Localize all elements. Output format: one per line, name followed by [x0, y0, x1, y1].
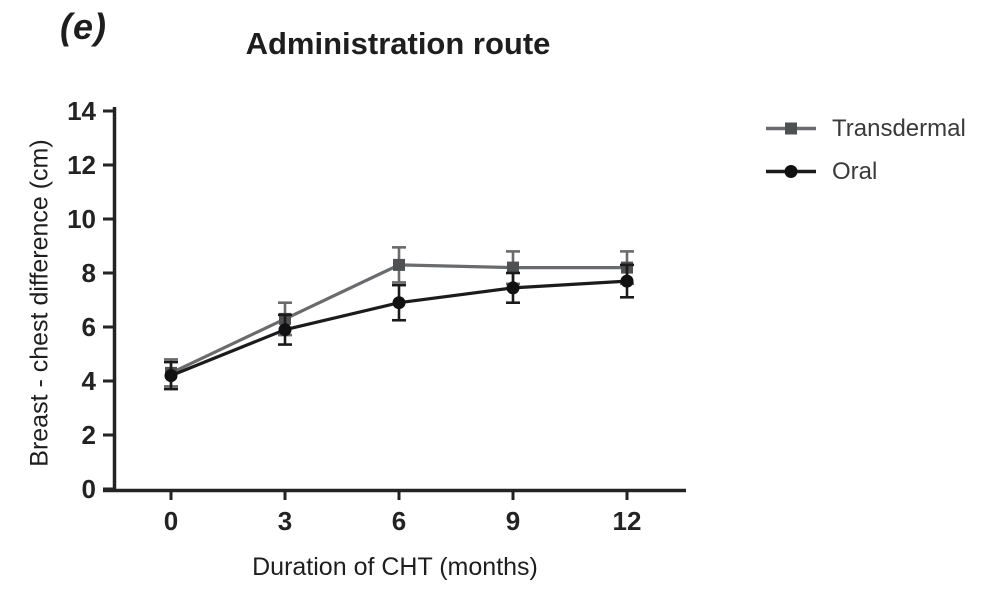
oral-data-point-marker [164, 369, 178, 383]
x-tick-label: 3 [278, 506, 292, 536]
y-tick-label: 0 [82, 474, 96, 504]
x-tick-label: 12 [613, 506, 642, 536]
x-tick-label: 0 [164, 506, 178, 536]
chart-title: Administration route [245, 26, 551, 61]
legend-item-transdermal: Transdermal [766, 112, 966, 145]
y-tick-label: 12 [67, 150, 96, 180]
y-tick-label: 8 [82, 258, 96, 288]
legend: Transdermal Oral [766, 112, 966, 188]
y-tick-label: 6 [82, 312, 96, 342]
y-tick-label: 4 [82, 366, 97, 396]
legend-label-transdermal: Transdermal [832, 114, 966, 142]
x-axis-label: Duration of CHT (months) [252, 553, 538, 581]
oral-data-point-marker [506, 281, 520, 295]
panel-letter-label: (e) [60, 6, 107, 47]
transdermal-series-marker-icon [766, 122, 816, 135]
oral-data-point-marker [278, 323, 292, 337]
y-axis-label: Breast - chest difference (cm) [25, 139, 54, 467]
oral-series-marker-icon [766, 165, 816, 178]
transdermal-data-point-marker [507, 261, 519, 274]
legend-item-oral: Oral [766, 155, 966, 188]
oral-data-point-marker [392, 296, 406, 310]
x-tick-label: 6 [392, 506, 406, 536]
y-tick-label: 2 [82, 420, 96, 450]
legend-label-oral: Oral [832, 157, 878, 185]
oral-data-point-marker [620, 274, 634, 288]
transdermal-data-point-marker [393, 258, 405, 271]
x-tick-label: 9 [506, 506, 520, 536]
y-tick-label: 10 [67, 204, 96, 234]
y-tick-label: 14 [67, 96, 96, 126]
